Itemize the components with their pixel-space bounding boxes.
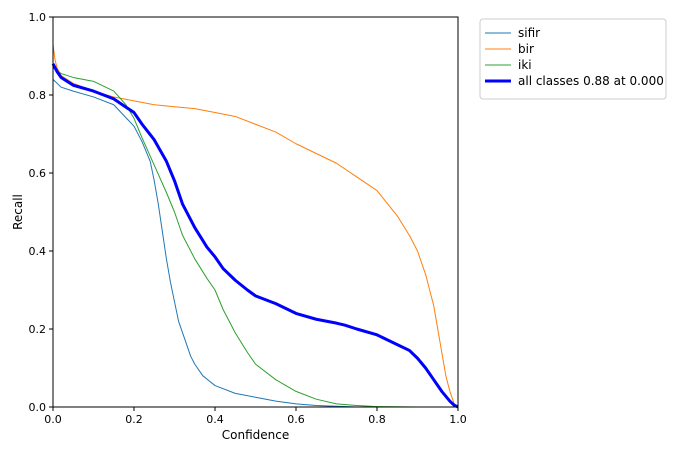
- legend-label-3: iki: [518, 58, 532, 72]
- x-axis-label: Confidence: [222, 428, 289, 442]
- series-line-3: [52, 67, 458, 408]
- y-tick-label: 0.8: [29, 89, 47, 102]
- legend-label-1: sifir: [518, 26, 540, 40]
- plot-frame: [52, 16, 459, 408]
- series-line-1: [52, 79, 458, 408]
- legend-box: [479, 18, 667, 100]
- x-tick-label: 0.0: [44, 413, 62, 426]
- y-axis-label: Recall: [11, 194, 25, 230]
- series-line-4: [51, 63, 459, 409]
- legend-label-4: all classes 0.88 at 0.000: [518, 74, 664, 88]
- y-tick-label: 0.6: [29, 167, 47, 180]
- x-tick-label: 0.2: [125, 413, 143, 426]
- y-tick-label: 0.2: [29, 323, 47, 336]
- x-tick-label: 1.0: [449, 413, 467, 426]
- x-tick-label: 0.8: [368, 413, 386, 426]
- y-tick-label: 0.0: [29, 401, 47, 414]
- y-tick-label: 0.4: [29, 245, 47, 258]
- series-layer: [51, 44, 459, 409]
- ticks-layer: 0.0 0.2 0.4 0.6 0.8 1.0 0.0 0.2 0.4 0.6 0.8 1.0: [29, 11, 467, 426]
- legend-label-2: bir: [518, 42, 534, 56]
- x-tick-label: 0.6: [287, 413, 305, 426]
- legend: sifir bir iki all classes 0.88 at 0.000: [479, 18, 667, 100]
- x-tick-label: 0.4: [206, 413, 224, 426]
- y-tick-label: 1.0: [29, 11, 47, 24]
